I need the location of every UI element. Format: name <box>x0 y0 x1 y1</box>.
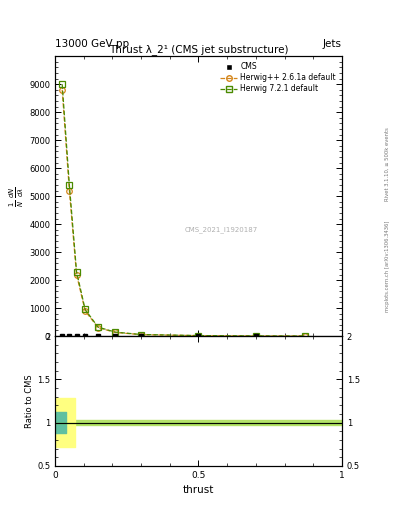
Y-axis label: $\frac{1}{N}$ $\frac{dN}{d\lambda}$: $\frac{1}{N}$ $\frac{dN}{d\lambda}$ <box>8 186 26 207</box>
X-axis label: thrust: thrust <box>183 485 214 495</box>
Title: Thrust λ_2¹ (CMS jet substructure): Thrust λ_2¹ (CMS jet substructure) <box>109 44 288 55</box>
Text: CMS_2021_I1920187: CMS_2021_I1920187 <box>185 226 258 233</box>
Y-axis label: Ratio to CMS: Ratio to CMS <box>25 374 34 428</box>
Text: Rivet 3.1.10, ≥ 500k events: Rivet 3.1.10, ≥ 500k events <box>385 127 390 201</box>
Text: mcplots.cern.ch [arXiv:1306.3436]: mcplots.cern.ch [arXiv:1306.3436] <box>385 221 390 312</box>
Legend: CMS, Herwig++ 2.6.1a default, Herwig 7.2.1 default: CMS, Herwig++ 2.6.1a default, Herwig 7.2… <box>218 60 338 96</box>
Bar <box>55 420 342 425</box>
Text: Jets: Jets <box>323 38 342 49</box>
Text: 13000 GeV pp: 13000 GeV pp <box>55 38 129 49</box>
